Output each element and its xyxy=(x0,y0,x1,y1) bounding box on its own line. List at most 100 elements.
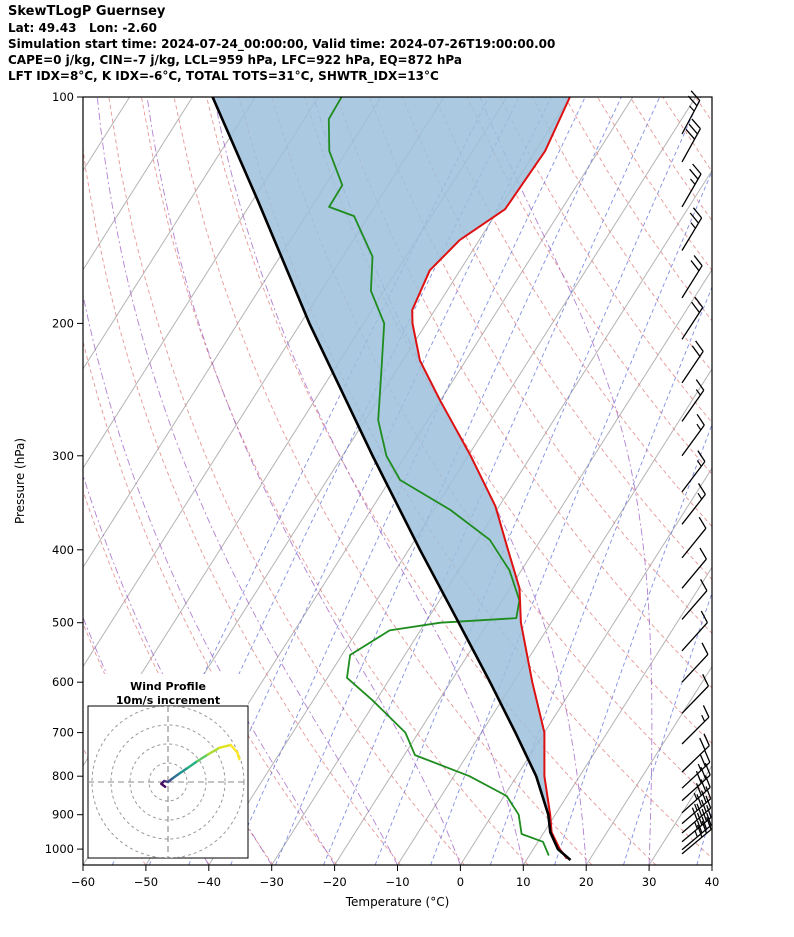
mixing-ratio-line xyxy=(230,97,586,865)
isotherm-line xyxy=(83,97,193,271)
dry-adiabat-line xyxy=(83,622,210,865)
dewpoint-curve xyxy=(327,97,550,856)
moist-adiabat-line xyxy=(96,97,398,865)
hodograph-trace-segment xyxy=(196,753,210,763)
wind-barb xyxy=(681,163,702,208)
wind-barb xyxy=(681,610,708,652)
dry-adiabat-line xyxy=(173,97,593,865)
temperature-curve xyxy=(411,97,571,860)
wind-barb xyxy=(681,817,712,855)
hodograph-ring xyxy=(148,762,188,802)
chart-title: SkewTLogP Guernsey xyxy=(8,4,166,19)
dry-adiabat-line xyxy=(564,97,712,322)
moist-adiabat-line xyxy=(146,97,461,865)
x-tick-label: −40 xyxy=(197,875,221,889)
wind-barb xyxy=(681,812,712,851)
isotherm-line xyxy=(271,169,712,865)
x-tick-label: −50 xyxy=(134,875,158,889)
moist-adiabat-line xyxy=(83,292,335,865)
wind-barb xyxy=(681,674,709,714)
x-tick-label: −10 xyxy=(385,875,409,889)
dry-adiabat-line xyxy=(466,97,712,475)
y-tick-label: 1000 xyxy=(45,842,74,856)
hodograph-trace-segment xyxy=(218,743,232,749)
wind-barb xyxy=(681,296,704,340)
wind-barb xyxy=(681,762,711,802)
dry-adiabat-line xyxy=(597,97,712,272)
wind-barbs xyxy=(681,90,712,855)
hodograph-trace-segment xyxy=(178,766,190,775)
dry-adiabat-line xyxy=(238,97,712,859)
y-tick-label: 700 xyxy=(52,726,74,740)
wind-barb xyxy=(681,705,710,745)
header-indices-stability: LFT IDX=8°C, K IDX=-6°C, TOTAL TOTS=31°C… xyxy=(8,69,439,83)
isotherm-line xyxy=(0,97,67,865)
x-axis-title: Temperature (°C) xyxy=(345,895,450,909)
wind-barb xyxy=(681,804,712,843)
dry-adiabat-line xyxy=(140,97,529,865)
isotherm-line xyxy=(585,665,712,865)
dry-adiabat-line xyxy=(434,97,712,528)
wind-barb xyxy=(681,750,711,789)
x-tick-label: 0 xyxy=(457,875,464,889)
y-tick-label: 900 xyxy=(52,808,74,822)
axes: −60 −50 −40 −30 −20 −10 0 10 20 30 40 100 200 300 400 5… xyxy=(13,90,719,909)
y-tick-label: 600 xyxy=(52,675,74,689)
y-tick-label: 500 xyxy=(52,616,74,630)
wind-barb xyxy=(681,207,703,251)
isotherm-line xyxy=(334,268,712,865)
hodograph-ring xyxy=(110,724,226,840)
y-tick-label: 300 xyxy=(52,449,74,463)
dry-adiabat-line xyxy=(694,97,712,122)
wind-barb xyxy=(681,733,710,773)
dry-adiabat-line xyxy=(83,144,401,865)
wind-barb xyxy=(681,450,706,493)
wind-barb xyxy=(681,547,707,589)
mixing-ratio-line xyxy=(554,423,712,865)
y-tick-label: 100 xyxy=(52,90,74,104)
chart-header: SkewTLogP Guernsey Lat: 49.43 Lon: -2.60… xyxy=(8,4,555,84)
hodograph-trace-segment xyxy=(186,759,199,769)
mixing-ratio-line xyxy=(275,97,622,865)
mixing-ratio-line xyxy=(696,809,712,865)
wind-barb xyxy=(681,578,708,620)
y-tick-label: 800 xyxy=(52,769,74,783)
wind-barb xyxy=(681,413,705,457)
dry-adiabat-line xyxy=(662,97,712,173)
wind-barb xyxy=(681,379,705,422)
isotherm-line xyxy=(397,367,712,865)
wind-barb xyxy=(681,642,709,683)
isotherm-line xyxy=(711,864,712,865)
y-tick-label: 400 xyxy=(52,543,74,557)
isotherm-line xyxy=(522,566,712,865)
dry-adiabat-line xyxy=(108,97,465,865)
hodograph-trace-segment xyxy=(236,751,241,761)
x-tick-label: −60 xyxy=(71,875,95,889)
dry-adiabat-line xyxy=(728,97,794,865)
header-indices-cape: CAPE=0 j/kg, CIN=-7 j/kg, LCL=959 hPa, L… xyxy=(8,53,462,67)
hodograph-subtitle: 10m/s increment xyxy=(116,694,220,707)
header-times: Simulation start time: 2024-07-24_00:00:… xyxy=(8,37,556,51)
y-axis-title: Pressure (hPa) xyxy=(13,438,27,524)
hodograph-title: Wind Profile xyxy=(130,680,206,693)
x-tick-label: 40 xyxy=(705,875,720,889)
y-tick-label: 200 xyxy=(52,316,74,330)
hodograph-trace-segment xyxy=(229,743,239,754)
isotherm-line xyxy=(459,467,712,865)
cape-cin-shading xyxy=(212,97,571,860)
wind-barb xyxy=(681,786,712,825)
wind-barb xyxy=(681,795,712,834)
wind-barb xyxy=(681,483,706,525)
dry-adiabat-line xyxy=(532,97,712,373)
moist-adiabat-line xyxy=(479,97,653,865)
wind-barb xyxy=(681,255,703,299)
x-tick-label: 30 xyxy=(642,875,657,889)
hodograph-ring xyxy=(91,706,245,858)
mixing-ratio-line xyxy=(323,97,661,865)
hodograph-trace-segment xyxy=(206,746,221,756)
parcel-curve xyxy=(211,97,572,861)
hodograph-trace-segment xyxy=(171,772,181,780)
